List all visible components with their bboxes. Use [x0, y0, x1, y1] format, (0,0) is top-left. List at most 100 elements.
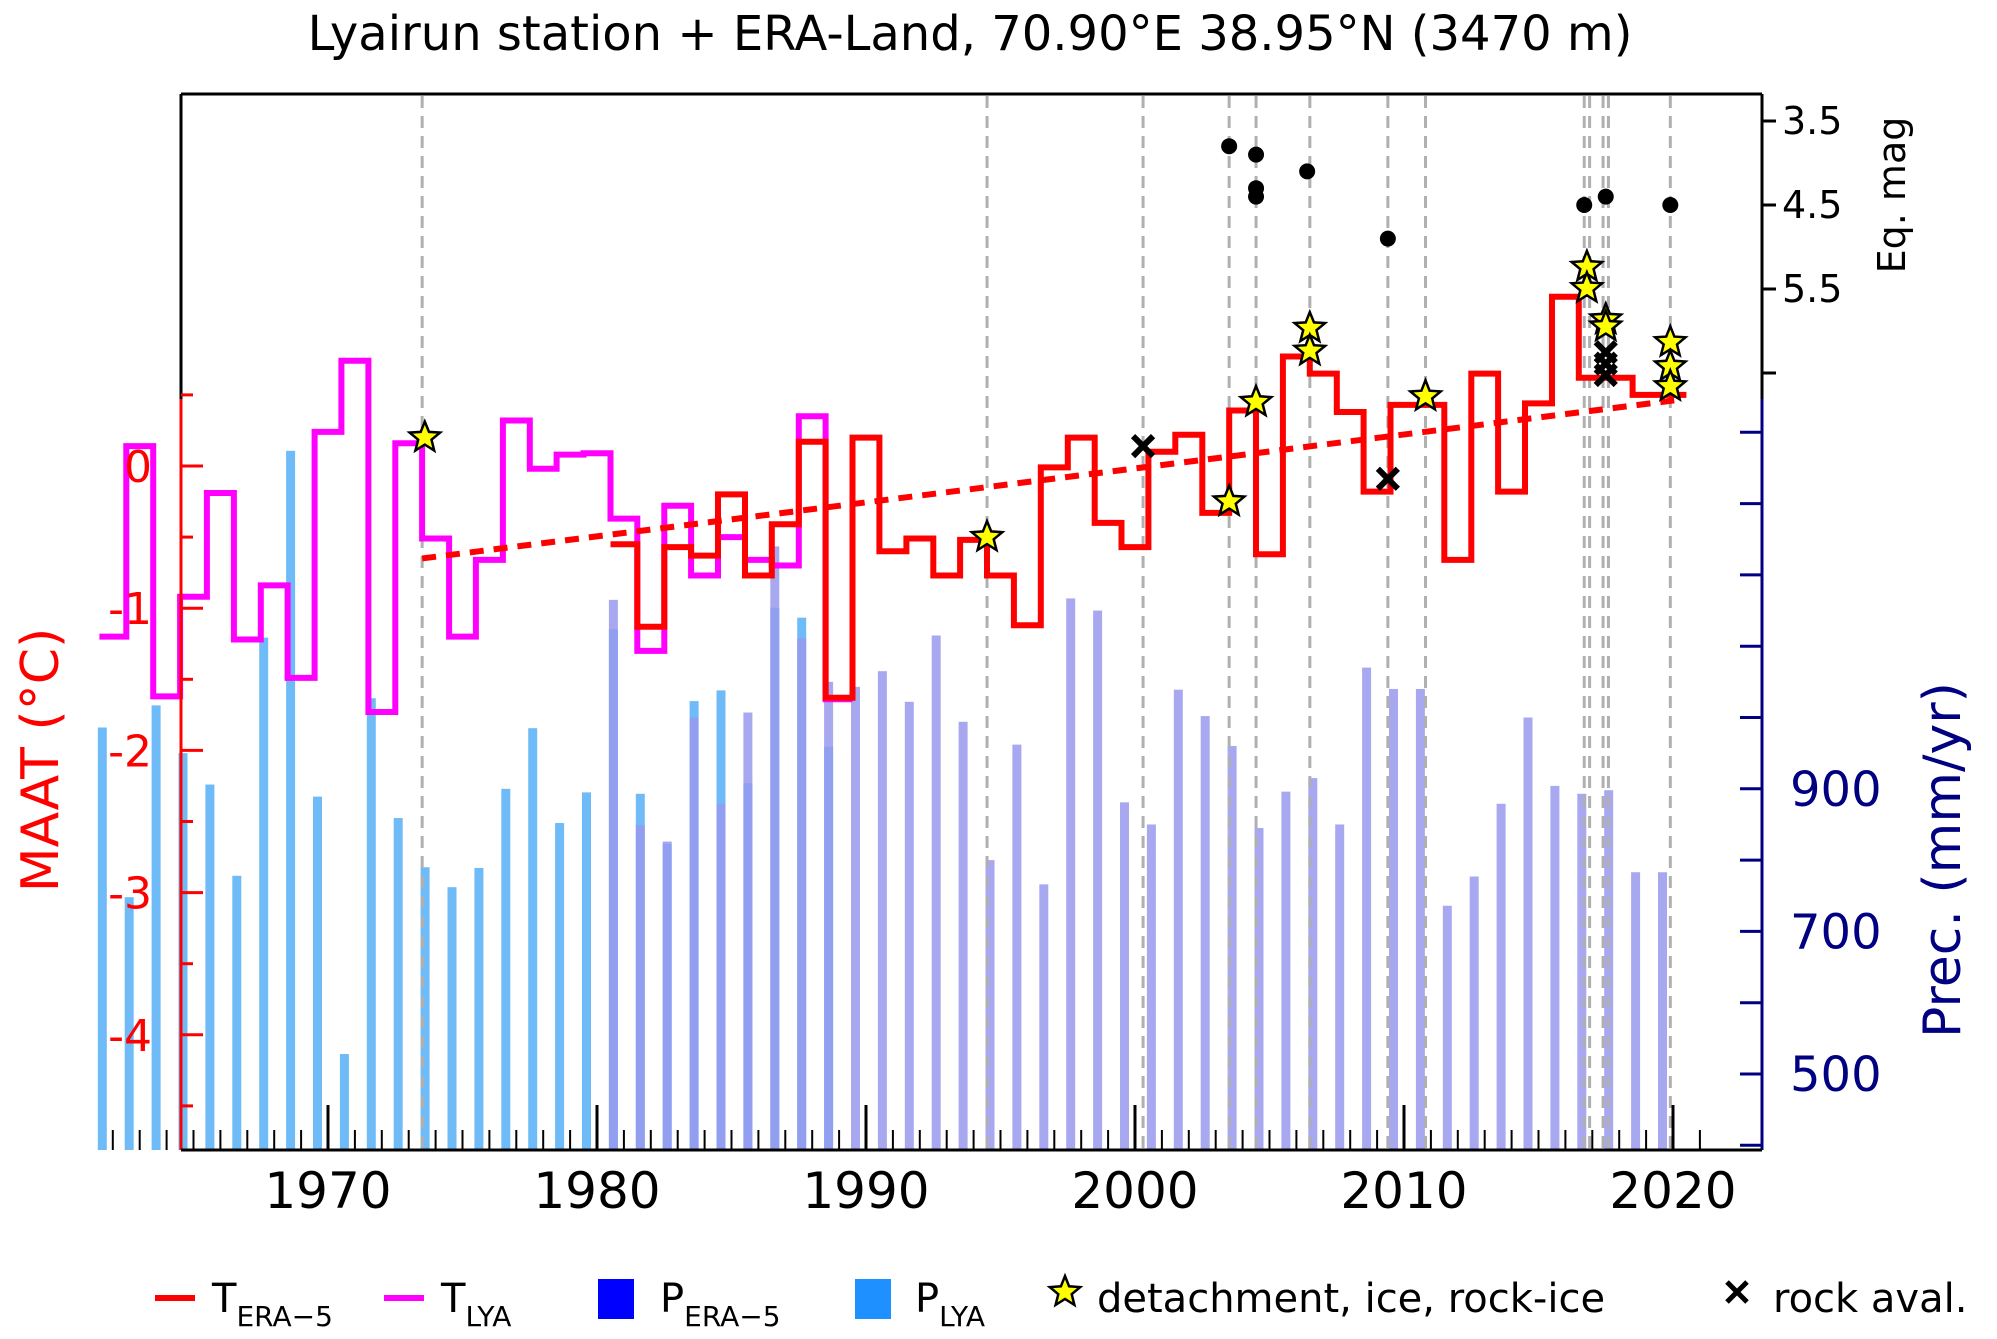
cross-marker: [1593, 362, 1618, 388]
precip-bar-era: [877, 671, 887, 1150]
precip-bar-era: [1335, 824, 1345, 1150]
right-tick-label: 500: [1790, 1047, 1882, 1103]
precip-bar-lya: [366, 698, 376, 1150]
precip-bar-lya: [151, 705, 161, 1150]
precip-bar-era: [1200, 716, 1210, 1150]
precip-bar-era: [1227, 746, 1237, 1150]
legend-label-t-lya: TLYA: [440, 1276, 511, 1333]
legend-cross-icon: [1725, 1280, 1749, 1304]
precip-bar-era: [1469, 876, 1479, 1150]
precip-bar-era: [1523, 717, 1533, 1150]
mag-tick-label: 3.5: [1782, 99, 1842, 143]
precip-bar-lya: [393, 818, 403, 1150]
precip-bar-era: [1631, 872, 1641, 1150]
precip-bar-era: [689, 717, 699, 1150]
quake-point: [1576, 197, 1593, 213]
left-tick-label: -4: [108, 1011, 152, 1062]
x-tick-label: 2000: [1071, 1162, 1198, 1220]
mag-tick-label: 5.5: [1782, 267, 1842, 311]
right-tick-label: 700: [1790, 904, 1882, 960]
chart-title: Lyairun station + ERA-Land, 70.90°E 38.9…: [308, 6, 1633, 62]
star-marker: [1237, 382, 1275, 418]
precip-bar-era: [1496, 803, 1506, 1150]
precip-bar-era: [1577, 793, 1587, 1150]
precip-bar-era: [608, 599, 618, 1150]
precip-bar-era: [1362, 667, 1372, 1150]
x-tick-label: 2010: [1340, 1162, 1467, 1220]
plot-area: [97, 96, 1689, 1150]
quake-point: [1597, 188, 1614, 205]
star-marker: [1210, 482, 1248, 518]
mag-tick-label: 4.5: [1782, 183, 1842, 227]
quake-point: [1662, 197, 1679, 213]
precip-bar-era: [1442, 905, 1452, 1150]
precip-bar-lya: [232, 875, 242, 1150]
star-marker: [1291, 331, 1329, 367]
trend-line: [421, 396, 1685, 562]
precip-bar-lya: [259, 637, 269, 1150]
left-tick-label: -2: [108, 726, 152, 777]
precip-bar-lya: [555, 823, 565, 1150]
precip-bar-lya: [582, 792, 591, 1150]
left-tick-labels: 0 -1 -2 -3 -4: [108, 442, 152, 1062]
precip-bar-era: [770, 546, 780, 1150]
precip-bar-era: [1658, 872, 1667, 1150]
legend-swatch-p-era: [598, 1279, 634, 1319]
precip-bar-lya: [447, 887, 457, 1150]
precip-bar-era: [1066, 598, 1076, 1150]
mag-axis-label: Eq. mag: [1870, 117, 1914, 274]
precip-bar-era: [851, 686, 860, 1150]
x-tick-label: 1990: [802, 1162, 929, 1220]
x-tick-labels: 1970 1980 1990 2000 2010 2020: [264, 1162, 1736, 1220]
precip-bar-lya: [205, 784, 215, 1150]
precip-bar-era: [635, 825, 645, 1150]
precip-bar-era: [716, 803, 726, 1150]
precip-bar-era: [1120, 802, 1129, 1150]
precip-bar-lya: [420, 867, 430, 1150]
star-marker: [1651, 367, 1689, 403]
left-tick-label: -3: [108, 869, 152, 920]
precip-bar-era: [931, 635, 941, 1150]
cross-marker: [1130, 433, 1156, 459]
x-tick-label: 2020: [1609, 1162, 1736, 1220]
precip-bar-era: [1281, 791, 1291, 1150]
legend-star-icon: [1046, 1272, 1084, 1308]
legend: TERA−5 TLYA PERA−5 PLYA detachment, ice,…: [155, 1272, 1967, 1333]
precip-bar-era: [985, 860, 995, 1150]
precip-bar-era: [1389, 688, 1398, 1150]
mag-ticks: [1762, 119, 1776, 375]
event-lines: [420, 96, 1672, 1150]
precip-bar-era: [1093, 610, 1103, 1150]
legend-label-p-era: PERA−5: [660, 1276, 781, 1333]
quake-point: [1248, 188, 1265, 205]
precip-bar-lya: [97, 727, 107, 1150]
legend-label-p-lya: PLYA: [915, 1276, 985, 1333]
precip-bar-lya: [178, 753, 188, 1150]
legend-label-cross: rock aval.: [1773, 1276, 1967, 1322]
legend-label-t-era: TERA−5: [211, 1276, 333, 1333]
quake-point: [1379, 230, 1396, 247]
right-tick-label: 900: [1790, 762, 1882, 818]
star-marker: [406, 418, 444, 454]
quake-point: [1299, 163, 1316, 180]
precip-bar-era: [743, 712, 753, 1150]
series-line-t-era: [610, 293, 1687, 701]
precip-bar-lya: [528, 728, 538, 1150]
x-ticks: [111, 1105, 1701, 1150]
cross-marker: [1375, 466, 1400, 491]
left-tick-label: -1: [108, 584, 152, 635]
star-marker: [968, 517, 1006, 553]
right-ticks: [1740, 430, 1762, 1147]
quake-point: [1221, 138, 1238, 155]
precip-bar-lya: [124, 897, 134, 1150]
precip-bar-era: [958, 721, 968, 1150]
left-ticks: [181, 393, 203, 1108]
event-markers: [406, 138, 1689, 553]
precip-bar-lya: [339, 1054, 349, 1150]
precip-bar-era: [1550, 785, 1560, 1150]
legend-label-star: detachment, ice, rock-ice: [1097, 1276, 1605, 1322]
precip-bar-era: [824, 681, 834, 1150]
precip-bar-era: [904, 701, 914, 1150]
x-tick-label: 1980: [533, 1162, 660, 1220]
